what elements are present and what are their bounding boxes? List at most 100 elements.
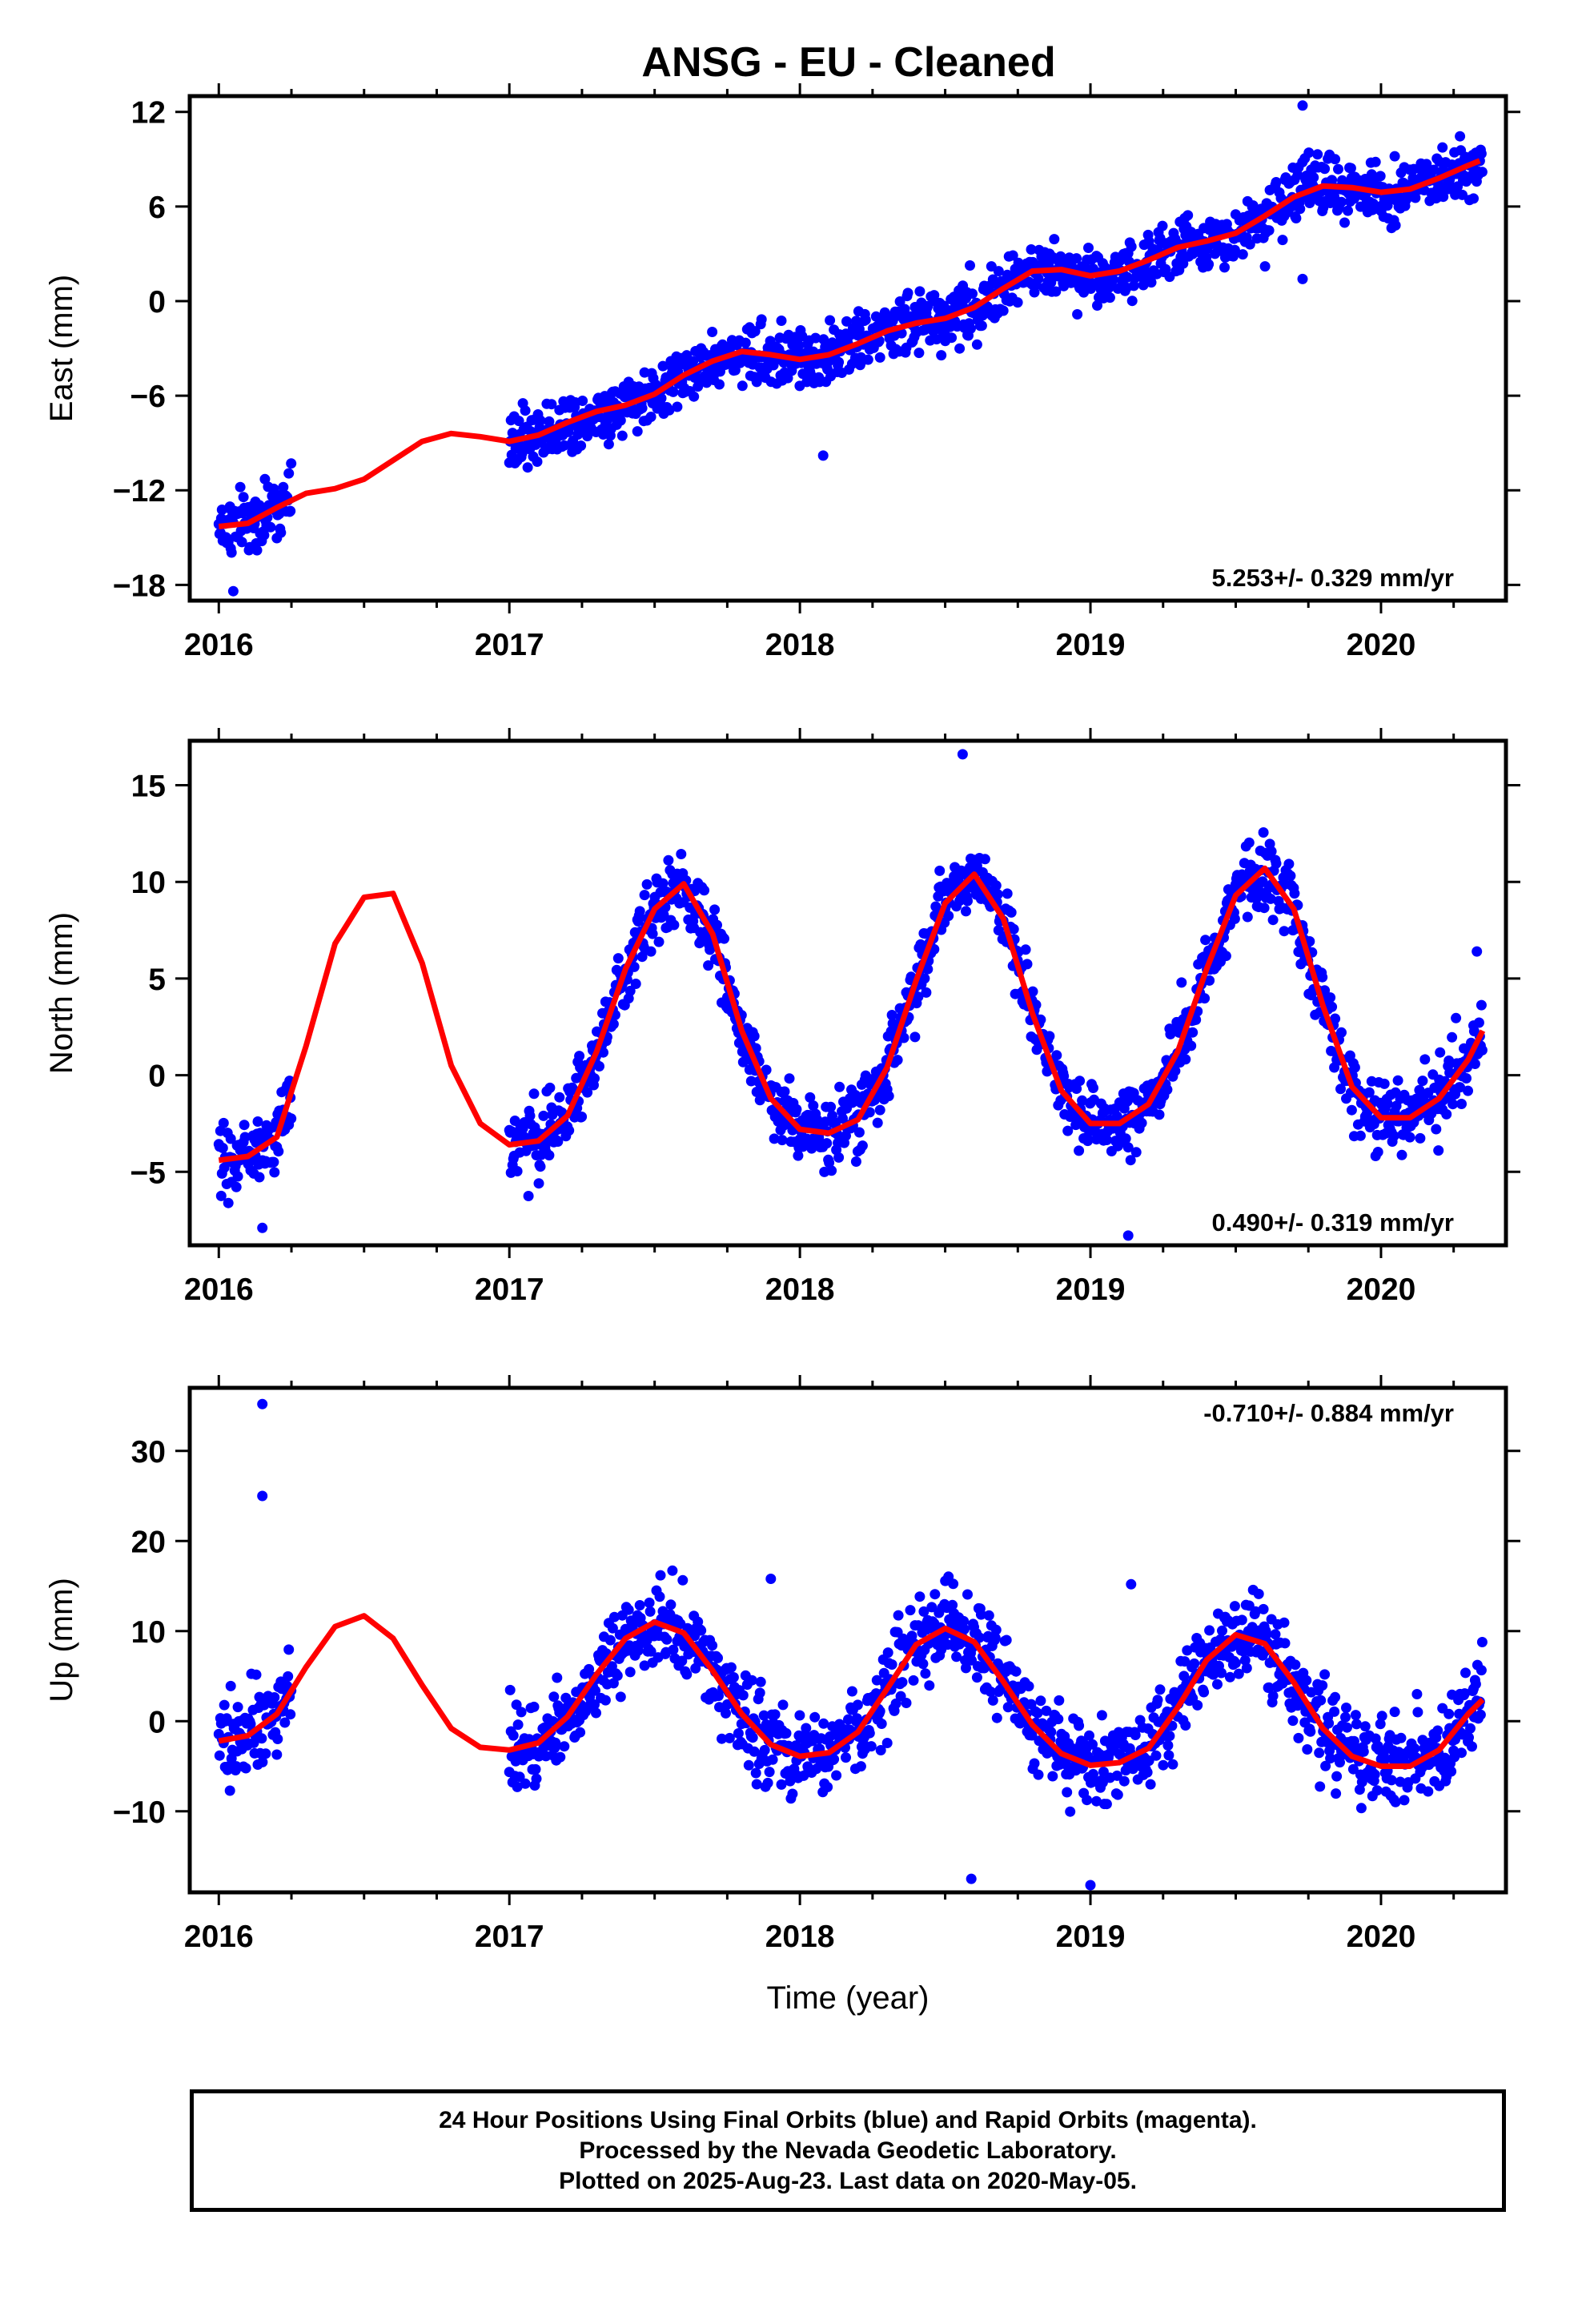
data-point [1146, 277, 1157, 288]
data-point [669, 919, 680, 931]
data-point [1395, 1776, 1406, 1787]
x-tick-label: 2020 [1347, 1920, 1416, 1954]
x-tick-label: 2017 [475, 1920, 544, 1954]
data-point [269, 1692, 280, 1703]
data-point [1179, 1656, 1191, 1667]
data-point [269, 1167, 280, 1178]
data-point-outlier [1122, 1230, 1134, 1241]
data-point [737, 1690, 749, 1701]
data-point [654, 1591, 665, 1602]
data-point [703, 960, 714, 971]
data-point [1295, 203, 1306, 215]
data-point [1476, 1637, 1488, 1647]
data-point [546, 399, 557, 410]
x-tick-label: 2017 [475, 1273, 544, 1307]
data-point [1270, 1629, 1281, 1640]
data-point [1126, 296, 1138, 307]
data-point [1261, 1629, 1272, 1640]
data-point-outlier [1297, 273, 1308, 284]
data-point [864, 1727, 875, 1739]
data-point [961, 906, 971, 917]
data-point [644, 1597, 655, 1608]
data-point [857, 1140, 868, 1152]
data-point [524, 1110, 536, 1121]
plot-frame [187, 738, 1508, 1248]
data-point [589, 1699, 600, 1710]
data-point [1355, 1803, 1367, 1814]
data-point [1239, 1655, 1251, 1666]
data-point [1062, 1125, 1074, 1136]
data-point [1303, 147, 1315, 159]
data-point [1182, 210, 1194, 221]
data-point [615, 415, 626, 426]
data-point [1242, 911, 1253, 923]
data-point [998, 305, 1009, 316]
data-point [1421, 159, 1432, 170]
data-point [699, 885, 710, 896]
data-point [664, 404, 675, 416]
data-point [1162, 1084, 1173, 1096]
data-point [1032, 1707, 1043, 1719]
data-point [958, 1615, 970, 1626]
data-point [272, 1734, 283, 1744]
data-point [890, 1698, 901, 1709]
data-point [1107, 274, 1118, 285]
data-point [1441, 1108, 1452, 1120]
data-point [589, 1073, 600, 1084]
data-point [805, 1092, 816, 1103]
data-point [1291, 213, 1302, 223]
data-point [612, 953, 624, 964]
data-point [931, 334, 942, 345]
x-axis-label: Time (year) [767, 1980, 930, 2016]
data-point [1243, 837, 1255, 848]
data-point [1020, 944, 1031, 955]
data-point [917, 1659, 929, 1670]
data-point-outlier [227, 585, 239, 597]
data-point [1176, 977, 1187, 988]
data-point [721, 1707, 731, 1719]
data-point [1111, 1770, 1122, 1781]
data-point [1455, 131, 1466, 142]
data-point [764, 1767, 775, 1778]
data-point [882, 1647, 893, 1659]
data-point [511, 1699, 522, 1711]
data-point [1012, 297, 1023, 308]
data-point [926, 1602, 938, 1613]
data-point [1054, 1695, 1065, 1706]
data-point [544, 1082, 556, 1093]
data-point [1320, 1760, 1331, 1771]
data-point [1163, 1750, 1174, 1761]
data-point [1154, 1109, 1165, 1120]
data-point [1111, 1111, 1122, 1122]
data-point [985, 1686, 996, 1697]
data-point [1404, 1132, 1415, 1143]
data-point [1046, 1727, 1057, 1738]
model-fit-curve [218, 865, 1486, 1164]
data-point [256, 1733, 267, 1744]
data-point [1006, 907, 1017, 918]
data-point [990, 1624, 1002, 1635]
data-point [634, 906, 645, 917]
data-point [1257, 876, 1268, 887]
data-point [962, 895, 973, 907]
data-point [1027, 986, 1038, 997]
data-point [1330, 154, 1341, 165]
data-point [577, 396, 588, 406]
data-point [1001, 1634, 1012, 1646]
data-point [1120, 1133, 1131, 1144]
data-point [881, 1738, 893, 1748]
data-point [1138, 279, 1149, 291]
data-point-outlier [817, 450, 829, 461]
x-tick-label: 2017 [475, 628, 544, 662]
data-point [1204, 975, 1215, 986]
data-point [504, 1684, 516, 1695]
data-point [1033, 273, 1044, 284]
data-point [1375, 1719, 1386, 1730]
data-point [1002, 888, 1013, 899]
data-point [236, 537, 247, 548]
data-point [1372, 1147, 1383, 1157]
data-point [1087, 1739, 1098, 1750]
data-point [641, 879, 652, 890]
data-point [1476, 148, 1487, 159]
x-tick-label: 2019 [1056, 628, 1126, 662]
